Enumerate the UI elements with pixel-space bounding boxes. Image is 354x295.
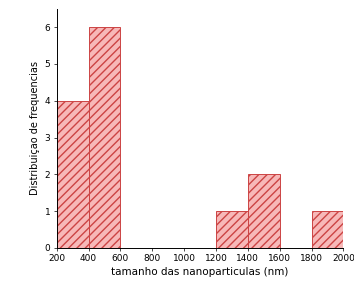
Bar xyxy=(312,211,343,248)
Bar xyxy=(88,27,120,248)
Bar xyxy=(248,174,280,248)
Bar xyxy=(57,101,88,248)
X-axis label: tamanho das nanoparticulas (nm): tamanho das nanoparticulas (nm) xyxy=(111,267,289,277)
Y-axis label: Distribuiçao de frequencias: Distribuiçao de frequencias xyxy=(30,61,40,195)
Bar xyxy=(216,211,248,248)
